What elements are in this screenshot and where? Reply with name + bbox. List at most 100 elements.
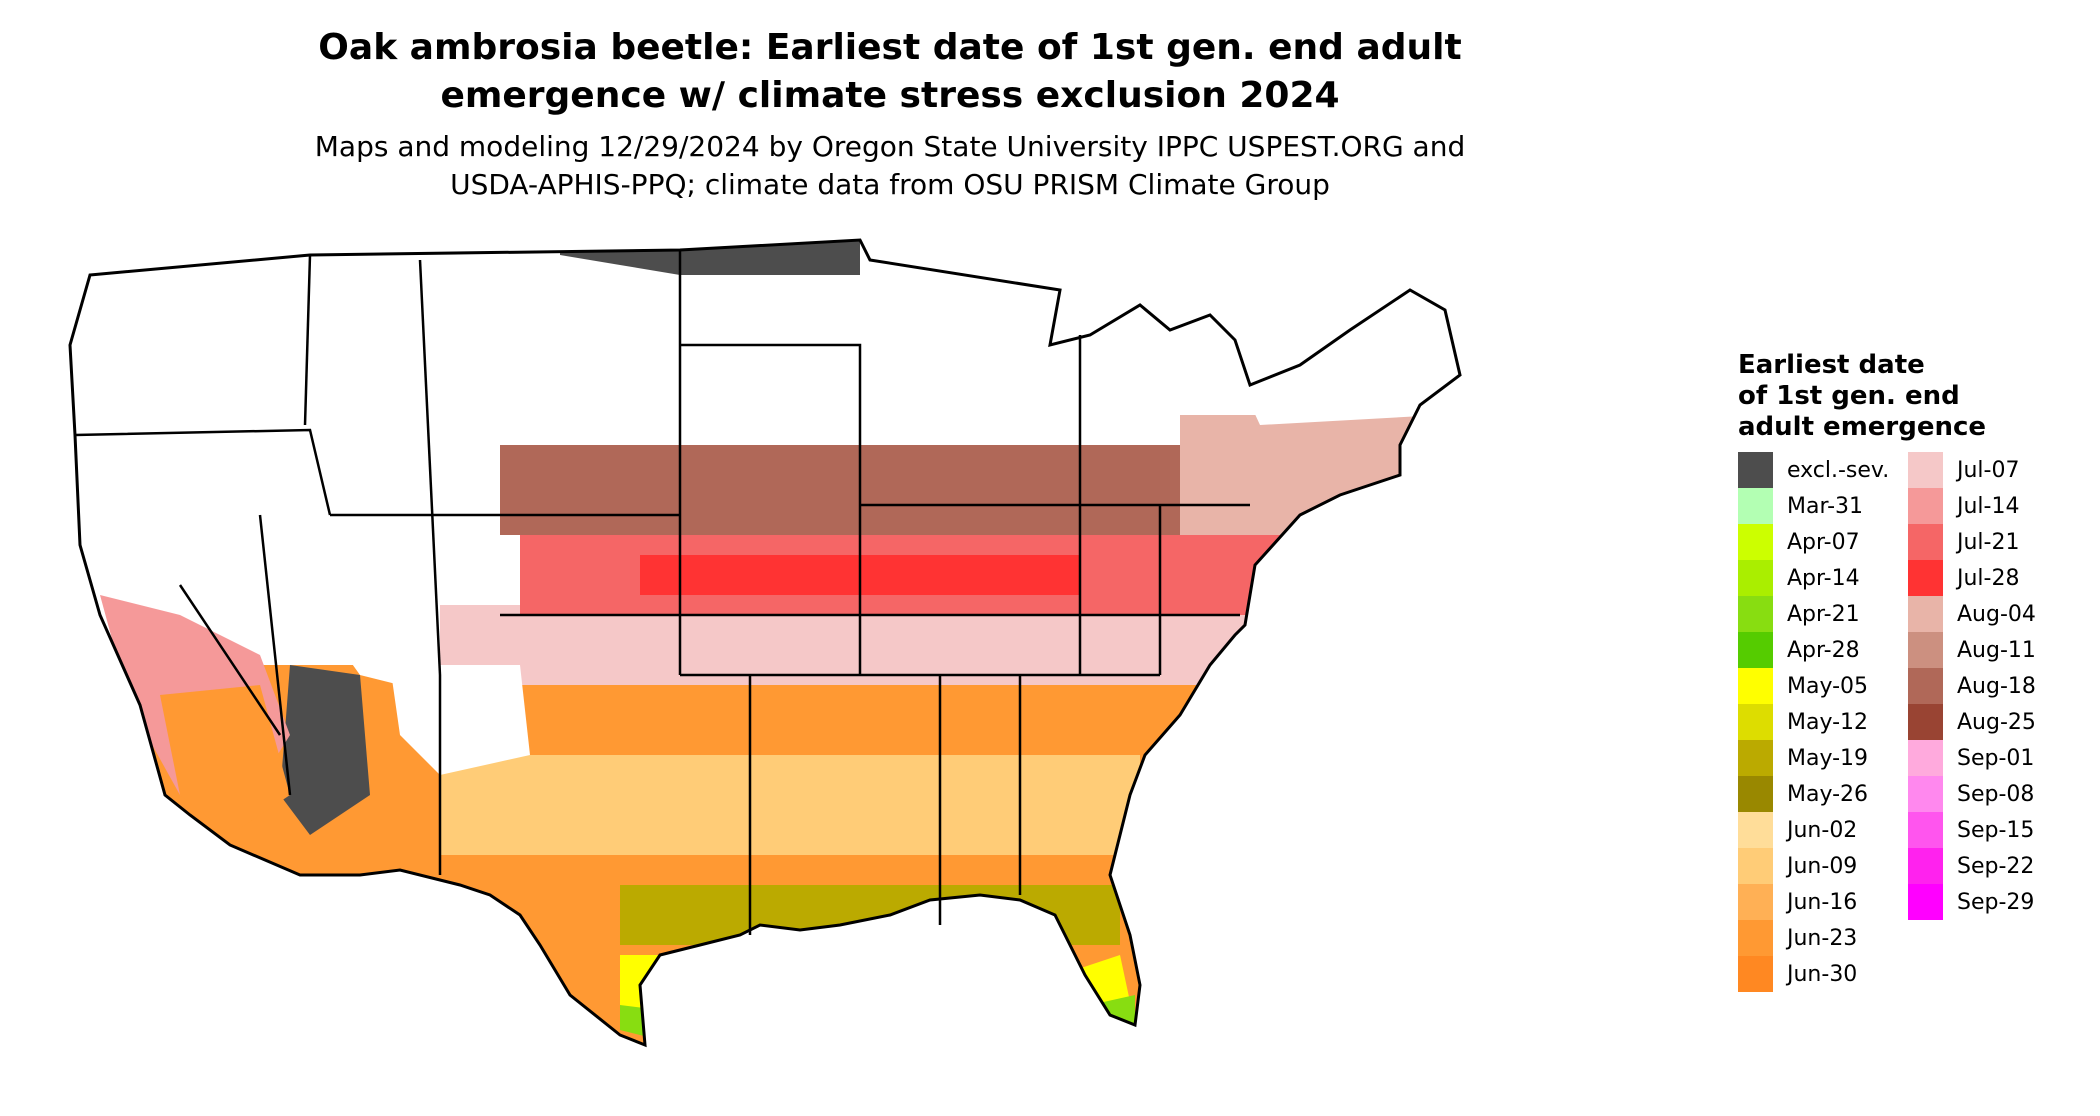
legend-swatch <box>1738 524 1773 560</box>
legend-swatch <box>1738 632 1773 668</box>
legend-item: Jun-09 <box>1738 848 1889 884</box>
legend-label: Sep-22 <box>1957 853 2035 879</box>
legend-swatch <box>1908 740 1943 776</box>
legend-label: Aug-25 <box>1957 709 2036 735</box>
legend-item: Apr-07 <box>1738 524 1889 560</box>
zone-new-mexico-white <box>390 665 530 775</box>
legend-item: Aug-04 <box>1908 596 2036 632</box>
legend-label: Jun-09 <box>1787 853 1858 879</box>
map-title: Oak ambrosia beetle: Earliest date of 1s… <box>160 24 1620 120</box>
legend-label: Jul-07 <box>1957 457 2020 483</box>
legend-swatch <box>1738 704 1773 740</box>
zone-west-orange <box>160 685 290 835</box>
legend-item: Sep-15 <box>1908 812 2036 848</box>
map-subtitle: Maps and modeling 12/29/2024 by Oregon S… <box>160 128 1620 204</box>
legend-swatch <box>1738 740 1773 776</box>
legend-swatch <box>1738 776 1773 812</box>
legend-label: Jun-02 <box>1787 817 1858 843</box>
legend-item: May-12 <box>1738 704 1889 740</box>
legend-item: Jun-23 <box>1738 920 1889 956</box>
legend-swatch <box>1908 452 1943 488</box>
legend-item: Sep-29 <box>1908 884 2036 920</box>
legend-swatch <box>1908 632 1943 668</box>
legend-label: Mar-31 <box>1787 493 1864 519</box>
legend-label: Apr-07 <box>1787 529 1860 555</box>
legend-item: Aug-25 <box>1908 704 2036 740</box>
legend-title-line-3: adult emergence <box>1738 412 1987 442</box>
legend-label: May-05 <box>1787 673 1869 699</box>
legend-swatch <box>1738 884 1773 920</box>
zone-apr-21 <box>620 995 1135 1040</box>
map-subtitle-line-1: Maps and modeling 12/29/2024 by Oregon S… <box>314 130 1466 163</box>
map-subtitle-line-2: USDA-APHIS-PPQ; climate data from OSU PR… <box>450 168 1330 201</box>
legend-item: Apr-21 <box>1738 596 1889 632</box>
legend-item: May-19 <box>1738 740 1889 776</box>
legend-swatch <box>1738 848 1773 884</box>
legend-label: excl.-sev. <box>1787 457 1890 483</box>
legend-label: Sep-08 <box>1957 781 2035 807</box>
legend-item: Apr-14 <box>1738 560 1889 596</box>
legend-label: Jul-28 <box>1957 565 2020 591</box>
legend-label: Apr-14 <box>1787 565 1860 591</box>
legend-item: Jun-16 <box>1738 884 1889 920</box>
legend-label: Apr-21 <box>1787 601 1860 627</box>
legend-title-line-2: of 1st gen. end <box>1738 381 1960 411</box>
us-map <box>68 238 1462 1048</box>
legend-item: May-26 <box>1738 776 1889 812</box>
legend-label: May-26 <box>1787 781 1869 807</box>
legend-item: Sep-01 <box>1908 740 2036 776</box>
legend-item: Jun-30 <box>1738 956 1889 992</box>
legend-label: May-19 <box>1787 745 1869 771</box>
legend-swatch <box>1908 668 1943 704</box>
zone-may-19 <box>620 885 1120 945</box>
legend-swatch <box>1908 704 1943 740</box>
legend-label: Aug-11 <box>1957 637 2036 663</box>
legend-label: Aug-04 <box>1957 601 2036 627</box>
legend-swatch <box>1908 488 1943 524</box>
legend-column-1: excl.-sev. Mar-31 Apr-07 Apr-14 Apr-21 Apr-28… <box>1738 452 1889 992</box>
legend-label: Jul-21 <box>1957 529 2020 555</box>
map-title-line-1: Oak ambrosia beetle: Earliest date of 1s… <box>318 27 1462 68</box>
legend-swatch <box>1738 596 1773 632</box>
legend-item: Mar-31 <box>1738 488 1889 524</box>
legend-item: Aug-11 <box>1908 632 2036 668</box>
legend-label: Aug-18 <box>1957 673 2036 699</box>
zone-excluded-southwest <box>280 665 370 835</box>
legend-label: Jun-30 <box>1787 961 1858 987</box>
legend-swatch <box>1908 812 1943 848</box>
legend-swatch <box>1738 668 1773 704</box>
legend-label: Sep-01 <box>1957 745 2035 771</box>
legend-item: Aug-18 <box>1908 668 2036 704</box>
legend-swatch <box>1908 560 1943 596</box>
legend-label: Jun-23 <box>1787 925 1858 951</box>
map-title-line-2: emergence w/ climate stress exclusion 20… <box>440 75 1340 116</box>
legend-label: Jun-16 <box>1787 889 1858 915</box>
legend-item: Apr-28 <box>1738 632 1889 668</box>
legend-label: May-12 <box>1787 709 1869 735</box>
legend-swatch <box>1738 956 1773 992</box>
legend-swatch <box>1908 524 1943 560</box>
legend-label: Apr-28 <box>1787 637 1860 663</box>
legend-label: Sep-29 <box>1957 889 2035 915</box>
legend-swatch <box>1908 848 1943 884</box>
legend-item: Jul-07 <box>1908 452 2036 488</box>
legend-swatch <box>1738 920 1773 956</box>
legend-label: Jul-14 <box>1957 493 2020 519</box>
legend-title: Earliest date of 1st gen. end adult emer… <box>1738 350 1986 443</box>
legend-swatch <box>1908 776 1943 812</box>
legend-item: Jun-02 <box>1738 812 1889 848</box>
legend-column-2: Jul-07 Jul-14 Jul-21 Jul-28 Aug-04 Aug-11 Aug-… <box>1908 452 2036 920</box>
legend-item: May-05 <box>1738 668 1889 704</box>
legend-label: Sep-15 <box>1957 817 2035 843</box>
legend-swatch <box>1738 452 1773 488</box>
legend-swatch <box>1908 884 1943 920</box>
legend-swatch <box>1738 488 1773 524</box>
legend-item: Sep-22 <box>1908 848 2036 884</box>
legend-item: excl.-sev. <box>1738 452 1889 488</box>
zone-may-05 <box>620 955 1135 1035</box>
state-borders <box>74 250 1250 935</box>
us-outline <box>68 238 1462 1048</box>
legend-item: Sep-08 <box>1908 776 2036 812</box>
legend-swatch <box>1738 812 1773 848</box>
legend-title-line-1: Earliest date <box>1738 350 1925 380</box>
